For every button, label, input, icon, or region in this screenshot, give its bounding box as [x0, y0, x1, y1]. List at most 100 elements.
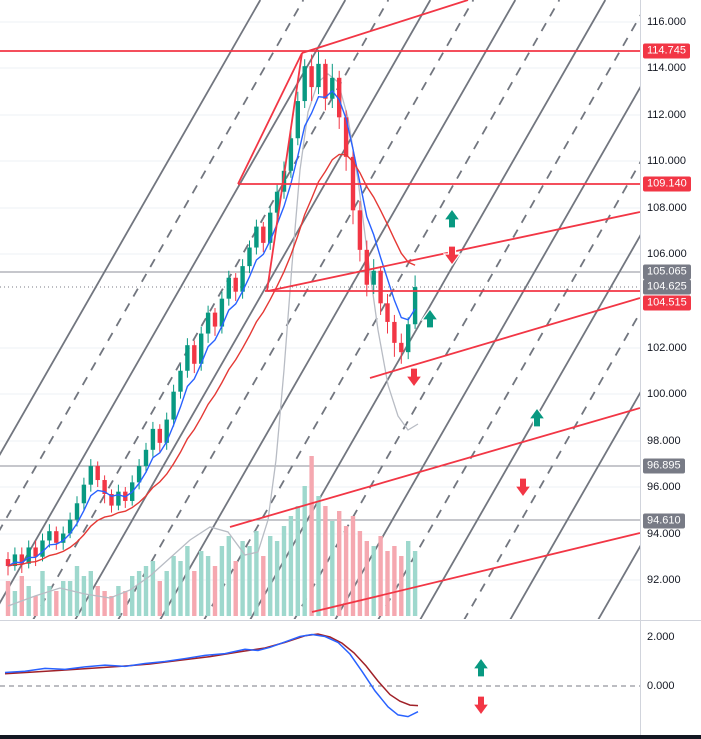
- indicator-fast-line[interactable]: [4, 633, 419, 718]
- candle: [185, 345, 190, 371]
- red-trendline[interactable]: [266, 52, 303, 292]
- candle: [274, 191, 280, 213]
- channel-dashed-line[interactable]: [0, 0, 305, 739]
- volume-bar: [47, 586, 52, 616]
- candle: [143, 449, 149, 467]
- channel-line[interactable]: [0, 0, 347, 739]
- channel-line[interactable]: [267, 0, 640, 739]
- channel-line[interactable]: [442, 0, 640, 739]
- candle: [406, 324, 411, 353]
- volume-bar: [150, 561, 156, 616]
- channel-line[interactable]: [92, 0, 517, 739]
- channel-line[interactable]: [352, 0, 640, 739]
- candle: [164, 419, 169, 443]
- volume-bar: [192, 571, 197, 616]
- volume-bar: [109, 596, 114, 616]
- ema-fast-line[interactable]: [7, 89, 416, 567]
- volume-bar: [295, 506, 300, 616]
- channel-dashed-line[interactable]: [396, 0, 640, 739]
- channel-dashed-line[interactable]: [310, 0, 640, 739]
- volume-bar: [261, 556, 266, 616]
- red-trendline[interactable]: [311, 532, 640, 613]
- volume-bar: [185, 546, 190, 616]
- volume-bar: [164, 571, 169, 616]
- down-arrow-icon[interactable]: [513, 477, 533, 499]
- channel-line[interactable]: [7, 0, 432, 739]
- candle: [205, 312, 211, 334]
- ema-slow-line[interactable]: [7, 153, 416, 567]
- candle: [371, 270, 376, 285]
- volume-bar: [268, 536, 273, 616]
- price-axis-label: 106.000: [647, 248, 687, 260]
- price-axis-label: 102.000: [647, 342, 687, 354]
- candle: [399, 342, 404, 353]
- price-axis-label: 110.000: [647, 155, 686, 167]
- volume-bar: [67, 581, 73, 616]
- volume-bar: [330, 521, 335, 616]
- red-trendline[interactable]: [237, 52, 303, 185]
- candle: [219, 298, 225, 327]
- candle: [330, 77, 335, 99]
- channel-line[interactable]: [0, 0, 262, 739]
- price-axis-label: 2.000: [647, 631, 675, 643]
- candle: [261, 226, 266, 243]
- volume-bar: [281, 526, 287, 616]
- volume-bar: [88, 571, 93, 616]
- pane-separator[interactable]: [0, 620, 701, 621]
- down-arrow-icon[interactable]: [471, 695, 491, 717]
- down-arrow-icon[interactable]: [442, 245, 462, 267]
- volume-bar: [171, 556, 176, 616]
- candle: [240, 266, 245, 292]
- up-arrow-icon[interactable]: [420, 307, 440, 329]
- red-trendline[interactable]: [369, 297, 640, 379]
- channel-dashed-line[interactable]: [50, 0, 475, 739]
- channel-line[interactable]: [182, 0, 607, 739]
- channel-line[interactable]: [530, 0, 640, 739]
- candle: [95, 466, 100, 481]
- volume-bar: [136, 571, 142, 616]
- candle: [47, 531, 52, 541]
- volume-bar: [240, 541, 245, 616]
- candle: [343, 117, 349, 157]
- volume-bar: [95, 586, 100, 616]
- volume-bar: [233, 561, 238, 616]
- volume-bar: [412, 551, 418, 616]
- candle: [157, 428, 162, 443]
- volume-bar: [123, 591, 128, 616]
- up-arrow-icon[interactable]: [471, 656, 491, 678]
- price-axis-label: 98.000: [647, 435, 681, 447]
- red-trendline[interactable]: [229, 407, 640, 528]
- candle: [26, 547, 31, 564]
- red-trendline[interactable]: [301, 0, 469, 54]
- price-axis-badge: 114.745: [643, 43, 690, 59]
- price-axis[interactable]: 116.000 114.745 114.000 112.000 110.000 109.1…: [640, 0, 701, 739]
- price-axis-badge: 104.625: [643, 279, 691, 295]
- candle: [378, 270, 383, 304]
- chart-canvas[interactable]: [0, 0, 640, 739]
- down-arrow-icon[interactable]: [404, 367, 424, 389]
- up-arrow-icon[interactable]: [527, 406, 547, 428]
- bottom-border-strip: [0, 735, 701, 739]
- indicator-pane[interactable]: [0, 633, 640, 718]
- volume-bar: [385, 551, 390, 616]
- volume-bar: [392, 546, 397, 616]
- candle: [74, 503, 80, 520]
- volume-bar: [33, 596, 38, 616]
- price-pane[interactable]: [0, 0, 640, 739]
- volume-bar: [309, 456, 314, 616]
- volume-bar: [5, 581, 11, 616]
- candle: [178, 370, 183, 392]
- candle: [88, 466, 93, 485]
- candle: [392, 321, 397, 343]
- volume-bar: [102, 591, 107, 616]
- candle: [247, 247, 252, 267]
- up-arrow-icon[interactable]: [442, 207, 462, 229]
- price-axis-badge: 96.895: [643, 458, 685, 474]
- volume-bar: [199, 551, 204, 616]
- candle: [136, 466, 142, 483]
- volume-bar: [130, 576, 135, 616]
- candle: [12, 554, 18, 567]
- candle: [254, 226, 259, 248]
- price-axis-label: 108.000: [647, 202, 687, 214]
- channel-dashed-line[interactable]: [226, 0, 640, 739]
